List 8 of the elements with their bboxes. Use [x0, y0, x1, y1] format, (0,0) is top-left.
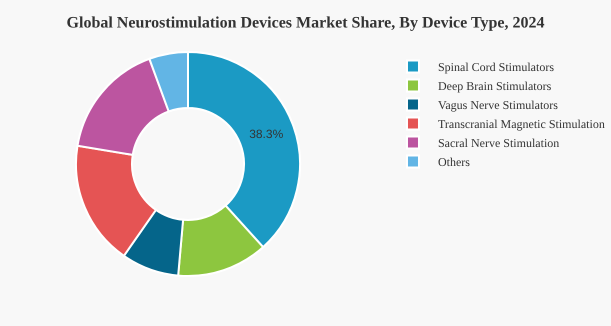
chart-title: Global Neurostimulation Devices Market Share, By Device Type, 2024 — [66, 14, 544, 32]
legend-label: Deep Brain Stimulators — [438, 79, 552, 94]
legend-label: Transcranial Magnetic Stimulation — [438, 117, 605, 132]
legend-label: Spinal Cord Stimulators — [438, 60, 554, 74]
legend-label: Vagus Nerve Stimulators — [438, 98, 558, 112]
legend-label: Others — [438, 155, 470, 170]
legend-label: Sacral Nerve Stimulation — [438, 136, 560, 150]
data-label: 38.3% — [249, 126, 284, 141]
